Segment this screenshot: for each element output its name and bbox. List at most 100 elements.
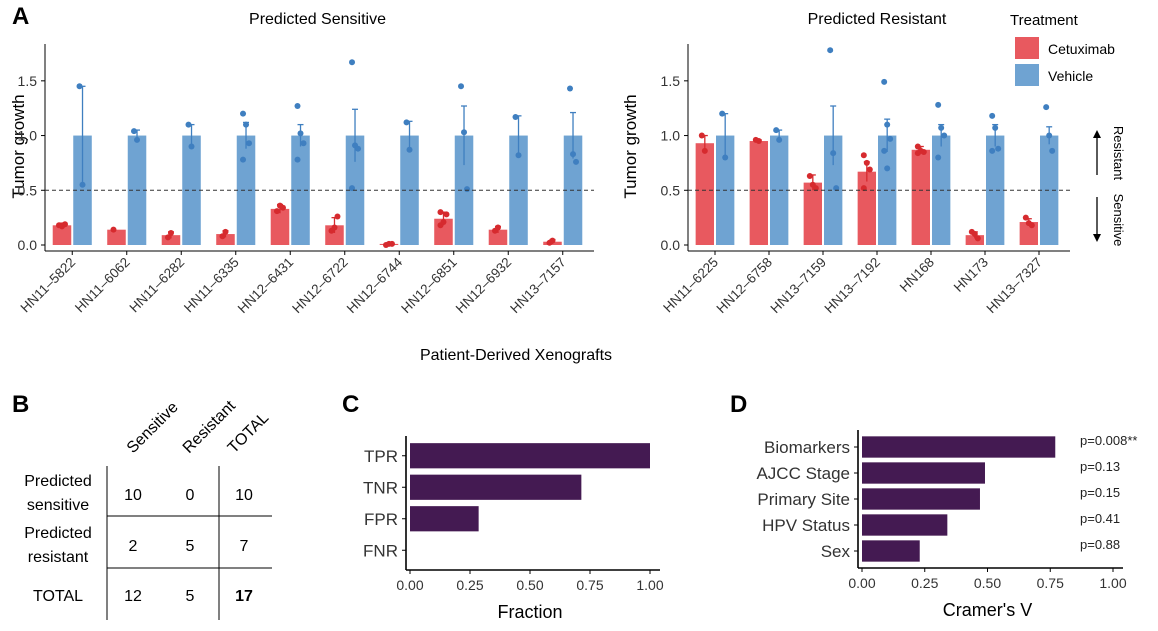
sensitive-title: Predicted Sensitive <box>249 11 386 28</box>
resistant-ytick-label: 0.0 <box>661 237 681 253</box>
resistant-point-vehicle <box>938 124 945 131</box>
resistant-xtick-label: HN173 <box>951 255 991 295</box>
sensitive-point-cetuximab <box>494 224 501 231</box>
resistant-point-vehicle <box>1043 104 1050 111</box>
table-cell-r2c2: 5 <box>186 538 195 555</box>
rates-xtick-label: 0.00 <box>396 577 423 593</box>
sensitive-ytick-label: 0.0 <box>18 237 38 253</box>
cramers-bar <box>862 462 985 484</box>
resistant-point-vehicle <box>881 147 888 154</box>
resistant-bar-cetuximab <box>857 171 876 245</box>
sensitive-point-cetuximab <box>61 221 68 228</box>
sensitive-point-cetuximab <box>110 226 117 233</box>
panel-letter-d: D <box>730 391 747 418</box>
sensitive-bar-cetuximab <box>270 208 290 245</box>
cramers-pvalue-label: p=0.13 <box>1080 459 1120 474</box>
panel-letter-b: B <box>12 391 29 418</box>
legend-swatch-cetuximab <box>1015 37 1039 59</box>
sensitive-point-vehicle <box>294 156 301 163</box>
resistant-ytick-label: 1.5 <box>661 73 681 89</box>
resistant-point-cetuximab <box>863 159 870 166</box>
sensitive-point-vehicle <box>458 83 465 90</box>
sensitive-xtick-label: HN12–6932 <box>453 255 515 317</box>
resistant-point-cetuximab <box>914 150 921 157</box>
sensitive-xtick-label: HN11–6062 <box>72 255 133 316</box>
resistant-point-cetuximab <box>1022 214 1029 221</box>
rates-xtick-label: 1.00 <box>636 577 663 593</box>
rates-bar <box>410 506 479 532</box>
resistant-bar-vehicle <box>824 135 843 245</box>
sensitive-point-cetuximab <box>279 204 286 211</box>
resistant-point-vehicle <box>773 127 780 134</box>
panel-a-sensitive-chart: Predicted Sensitive Tumor growth 0.0 0.5 1.0… <box>9 11 594 316</box>
resistant-bar-vehicle <box>986 135 1005 245</box>
sensitive-point-vehicle <box>76 83 83 90</box>
rates-xtick-label: 0.50 <box>516 577 543 593</box>
resistant-ytick-label: 1.0 <box>661 128 681 144</box>
sensitive-xtick-label: HN11–6282 <box>127 255 188 316</box>
resistant-point-vehicle <box>776 136 783 143</box>
sensitive-point-cetuximab <box>222 228 229 235</box>
resistant-ytick-label: 0.5 <box>661 182 681 198</box>
sensitive-point-vehicle <box>512 113 519 120</box>
resistant-point-vehicle <box>884 165 891 172</box>
cramers-pvalue-label: p=0.15 <box>1080 485 1120 500</box>
sensitive-point-vehicle <box>240 156 247 163</box>
resistant-title: Predicted Resistant <box>808 11 947 28</box>
cramers-bar <box>862 514 948 536</box>
resistant-point-vehicle <box>989 147 996 154</box>
sensitive-point-vehicle <box>188 143 195 150</box>
panel-d-chart: Biomarkers p=0.008** AJCC Stage p=0.13 Prima… <box>756 430 1137 620</box>
sensitive-point-cetuximab <box>334 213 341 220</box>
cramers-bar <box>862 436 1056 458</box>
sensitive-bar-cetuximab <box>216 234 235 245</box>
resistant-point-cetuximab <box>920 148 927 155</box>
sensitive-point-cetuximab <box>167 229 174 236</box>
sensitive-bar-vehicle <box>509 135 528 245</box>
resistant-point-cetuximab <box>812 185 819 192</box>
table-col-header-sensitive: Sensitive <box>124 399 182 457</box>
sensitive-point-cetuximab <box>437 209 444 216</box>
cramers-category-label: Primary Site <box>757 490 850 509</box>
table-cell-r1c2: 0 <box>186 487 195 504</box>
sensitive-point-cetuximab <box>388 240 395 247</box>
sensitive-point-vehicle <box>403 119 410 126</box>
resistant-point-cetuximab <box>860 185 867 192</box>
sensitive-xtick-label: HN11–5822 <box>18 255 79 316</box>
cramers-pvalue-label: p=0.008** <box>1080 433 1137 448</box>
sensitive-xtick-label: HN12–6431 <box>235 255 297 317</box>
resistant-bar-vehicle <box>1040 135 1059 245</box>
sensitive-bar-cetuximab <box>161 235 181 245</box>
panel-a-resistant-chart: Predicted Resistant Tumor growth 0.0 0.5 1.0… <box>621 11 1070 316</box>
cramers-category-label: HPV Status <box>762 516 850 535</box>
rates-xtick-label: 0.25 <box>456 577 483 593</box>
sensitive-point-vehicle <box>515 152 522 159</box>
sensitive-bar-vehicle <box>454 135 474 245</box>
sensitive-xtick-label: HN12–6722 <box>289 255 351 317</box>
sensitive-point-vehicle <box>185 121 192 128</box>
resistant-point-vehicle <box>833 185 840 192</box>
legend-label-cetuximab: Cetuximab <box>1048 41 1115 57</box>
rates-xtick-label: 0.75 <box>576 577 603 593</box>
rates-category-label: TPR <box>364 447 398 466</box>
sensitive-point-vehicle <box>464 186 471 193</box>
rates-bar <box>410 474 582 500</box>
resistant-bar-cetuximab <box>911 149 930 245</box>
sensitive-point-vehicle <box>300 140 307 147</box>
growth-direction-annotation: Resistant Sensitive <box>1093 126 1126 246</box>
resistant-point-vehicle <box>935 101 942 108</box>
cramers-category-label: Biomarkers <box>764 438 850 457</box>
sensitive-bar-cetuximab <box>488 229 508 245</box>
table-row-label-1a: Predicted <box>24 473 92 490</box>
resistant-point-cetuximab <box>755 138 762 145</box>
sensitive-point-cetuximab <box>443 211 450 218</box>
table-cell-r3c1: 12 <box>124 588 142 605</box>
resistant-xtick-label: HN168 <box>897 255 937 295</box>
cramers-bar <box>862 488 980 510</box>
sensitive-ylabel: Tumor growth <box>9 94 28 198</box>
resistant-point-vehicle <box>941 132 948 139</box>
cramers-xtick-label: 0.25 <box>911 575 938 591</box>
cramers-pvalue-label: p=0.41 <box>1080 511 1120 526</box>
table-cell-r1c1: 10 <box>124 487 142 504</box>
